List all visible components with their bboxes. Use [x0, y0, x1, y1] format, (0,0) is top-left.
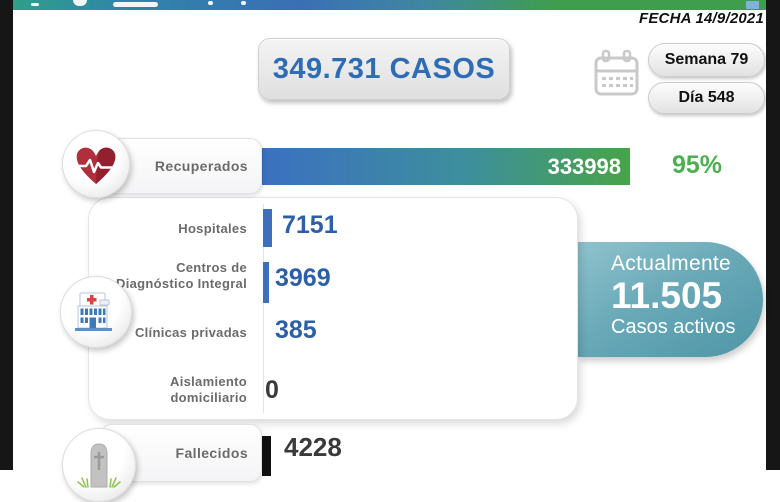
logo-remnant-icon: [208, 1, 213, 5]
deaths-bar: [262, 436, 271, 476]
facility-value-clinicas: 385: [275, 316, 317, 344]
facility-label-aislamiento: Aislamiento domiciliario: [170, 374, 247, 405]
facility-label-clinicas: Clínicas privadas: [134, 325, 247, 340]
logo-remnant-icon: [241, 1, 246, 5]
facility-label-cdi: Centros de Diagnóstico Integral: [116, 260, 247, 291]
date-label: FECHA 14/9/2021: [638, 10, 764, 27]
left-black-strip: [0, 0, 13, 470]
week-badge: Semana 79: [648, 43, 765, 77]
top-gradient-bar: [13, 0, 766, 10]
right-black-strip: [766, 0, 780, 470]
week-badge-label: Semana 79: [664, 51, 749, 68]
facilities-panel: Hospitales 7151 Centros de Diagnóstico I…: [88, 197, 578, 420]
recovered-bar: 333998: [262, 148, 630, 185]
hospital-icon: [60, 276, 132, 348]
recovered-percent: 95%: [672, 151, 723, 179]
logo-square-icon: [746, 1, 759, 9]
recovered-heart-ekg-icon: [62, 130, 130, 198]
active-cases-badge: Actualmente 11.505 Casos activos: [578, 242, 763, 357]
active-cases-value: 11.505: [611, 275, 723, 316]
active-cases-heading: Actualmente: [611, 252, 732, 275]
day-badge: Día 548: [648, 82, 765, 114]
calendar-icon: [593, 49, 640, 104]
facility-bar-hospitales: [263, 209, 272, 247]
logo-remnant-icon: [113, 2, 158, 7]
logo-remnant-icon: [31, 3, 39, 6]
facility-bar-cdi: [263, 262, 269, 303]
tombstone-icon: [62, 428, 136, 502]
total-cases-value: 349.731 CASOS: [272, 52, 496, 85]
facility-label-hospitales: Hospitales: [178, 221, 247, 236]
facility-value-cdi: 3969: [275, 264, 331, 292]
recovered-value: 333998: [547, 153, 621, 179]
active-cases-caption: Casos activos: [611, 316, 736, 338]
deaths-value: 4228: [284, 432, 342, 462]
recovered-label: Recuperados: [154, 158, 248, 174]
day-badge-label: Día 548: [678, 89, 735, 106]
facility-value-hospitales: 7151: [282, 211, 338, 239]
facility-value-aislamiento: 0: [265, 376, 279, 404]
total-cases-box: 349.731 CASOS: [258, 38, 510, 100]
bar-axis-line: [263, 204, 264, 413]
deaths-label: Fallecidos: [175, 445, 248, 461]
logo-remnant-icon: [73, 0, 87, 6]
